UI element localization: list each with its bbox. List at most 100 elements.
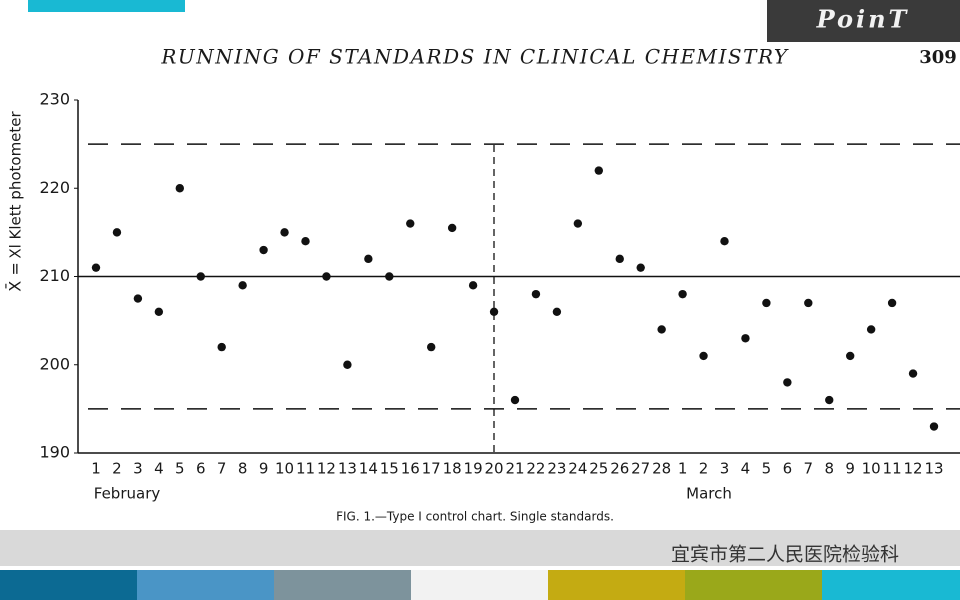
stripe (685, 570, 822, 600)
logo: PoinT (816, 5, 910, 34)
x-tick-label: 1 (91, 460, 101, 478)
stripe (137, 570, 274, 600)
x-tick-label: 27 (631, 460, 650, 478)
point (825, 395, 834, 405)
point (846, 351, 855, 361)
x-tick-label: 16 (401, 460, 420, 478)
x-tick-label: 10 (862, 460, 881, 478)
point (552, 307, 562, 316)
stripe (822, 570, 960, 600)
point (112, 228, 122, 237)
stripe (411, 570, 548, 600)
x-tick-label: 3 (133, 460, 143, 478)
point (322, 272, 331, 281)
footer-bar (0, 530, 960, 566)
point (657, 325, 666, 334)
x-tick-label: 19 (464, 460, 483, 478)
stripe (0, 570, 137, 600)
y-tick-label: 210 (39, 266, 70, 285)
x-tick-label: 20 (485, 460, 504, 478)
month-label: March (686, 485, 732, 503)
x-tick-label: 10 (275, 460, 294, 478)
point (636, 263, 645, 272)
x-tick-label: 8 (238, 460, 248, 478)
point (741, 334, 750, 343)
point (594, 166, 603, 175)
x-tick-label: 28 (652, 460, 671, 478)
point (489, 307, 499, 316)
point (91, 263, 101, 272)
point (427, 342, 436, 352)
point (301, 237, 310, 246)
point (783, 378, 792, 387)
x-tick-label: 2 (112, 460, 122, 478)
x-tick-label: 7 (804, 460, 814, 478)
logo-box (767, 0, 960, 42)
point (196, 272, 205, 281)
x-tick-label: 24 (568, 460, 587, 478)
x-tick-label: 1 (678, 460, 688, 478)
point (385, 272, 394, 281)
x-tick-label: 11 (296, 460, 315, 478)
y-tick-label: 200 (39, 354, 70, 373)
x-tick-label: 23 (547, 460, 566, 478)
x-tick-label: 8 (824, 460, 834, 478)
point (154, 307, 164, 316)
x-tick-label: 26 (610, 460, 629, 478)
y-tick-label: 190 (39, 443, 70, 462)
x-tick-label: 14 (359, 460, 378, 478)
point (720, 237, 729, 246)
chart-title: RUNNING OF STANDARDS IN CLINICAL CHEMIST… (160, 45, 789, 69)
x-tick-label: 7 (217, 460, 227, 478)
point (406, 219, 415, 228)
x-tick-label: 25 (589, 460, 608, 478)
month-label: February (94, 485, 161, 503)
y-tick-label: 230 (39, 90, 70, 109)
x-tick-label: 22 (526, 460, 545, 478)
x-tick-label: 2 (699, 460, 709, 478)
x-tick-label: 9 (259, 460, 269, 478)
caption: FIG. 1.—Type I control chart. Single sta… (336, 510, 614, 524)
point (259, 245, 268, 255)
x-tick-label: 6 (196, 460, 206, 478)
page-number: 309 (919, 47, 957, 68)
x-tick-label: 13 (924, 460, 943, 478)
point (929, 422, 939, 431)
point (217, 342, 226, 352)
footer-text: 宜宾市第二人民医院检验科 (671, 544, 899, 566)
x-tick-label: 5 (175, 460, 185, 478)
point (573, 219, 583, 228)
x-tick-label: 6 (783, 460, 793, 478)
x-tick-label: 17 (422, 460, 441, 478)
mean-label: X̄ = (6, 262, 25, 291)
point (175, 184, 184, 193)
stripe (548, 570, 685, 600)
point (468, 281, 478, 290)
point (762, 298, 771, 308)
x-tick-label: 4 (154, 460, 164, 478)
point (678, 289, 687, 299)
point (908, 369, 918, 378)
point (531, 289, 541, 299)
x-tick-label: 11 (883, 460, 902, 478)
x-tick-label: 5 (762, 460, 772, 478)
y-tick-label: 220 (39, 178, 70, 197)
point (866, 325, 876, 334)
top-accent (28, 0, 185, 12)
x-tick-label: 4 (741, 460, 751, 478)
x-tick-label: 13 (338, 460, 357, 478)
point (887, 298, 897, 308)
point (804, 298, 813, 308)
point (510, 395, 520, 405)
x-tick-label: 9 (845, 460, 855, 478)
point (699, 351, 708, 361)
point (280, 228, 289, 237)
point (364, 254, 373, 264)
point (615, 254, 624, 264)
x-tick-label: 15 (380, 460, 399, 478)
x-tick-label: 3 (720, 460, 730, 478)
point (343, 360, 352, 369)
y-axis-label: Xl Klett photometer (7, 110, 25, 258)
point (447, 223, 457, 233)
